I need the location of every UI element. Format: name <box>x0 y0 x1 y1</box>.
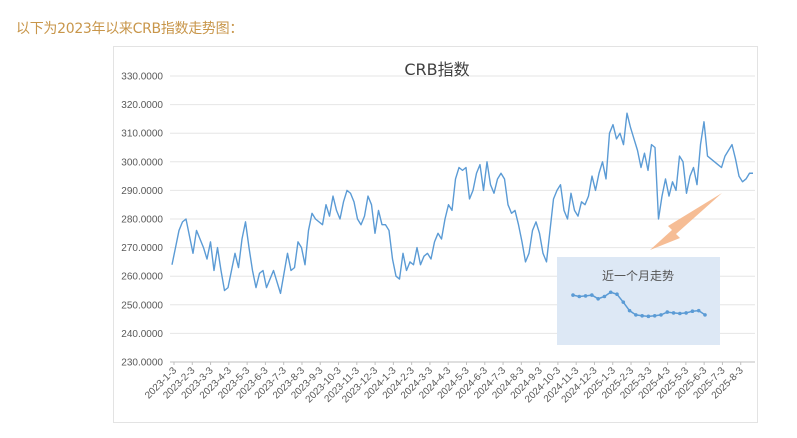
inset-data-point <box>602 294 607 299</box>
y-tick-label: 260.0000 <box>121 272 163 283</box>
inset-data-point <box>665 310 670 314</box>
y-tick-label: 300.0000 <box>121 157 163 168</box>
y-tick-label: 330.0000 <box>121 72 163 83</box>
inset-data-point <box>583 294 588 298</box>
inset-data-point <box>684 311 688 315</box>
inset-data-point <box>696 308 701 313</box>
y-tick-label: 240.0000 <box>121 329 163 340</box>
inset-data-point <box>634 313 638 317</box>
y-axis-ticks: 230.0000 240.0000 250.0000 260.0000 270.0000… <box>121 72 163 369</box>
inset-data-point <box>627 308 632 313</box>
inset-data-point <box>590 293 594 297</box>
chart-frame <box>113 46 758 423</box>
inset-title: 近一个月走势 <box>602 269 674 283</box>
y-tick-label: 230.0000 <box>121 358 163 369</box>
inset-data-point <box>640 313 644 318</box>
inset-data-point <box>577 294 582 299</box>
crb-series-line <box>171 112 753 295</box>
inset-data-point <box>621 300 626 304</box>
pointer-arrow <box>650 193 722 250</box>
x-axis-ticks: 2023-1-32023-2-32023-3-32023-4-32023-5-3… <box>143 362 746 405</box>
intro-text: 以下为2023年以来CRB指数走势图： <box>16 21 244 37</box>
y-tick-label: 290.0000 <box>121 186 163 197</box>
inset-data-point <box>671 311 676 315</box>
y-tick-label: 320.0000 <box>121 100 163 111</box>
y-tick-label: 310.0000 <box>121 129 163 140</box>
inset-panel: 近一个月走势 <box>557 193 722 345</box>
inset-data-point <box>646 314 651 319</box>
inset-data-point <box>678 311 682 316</box>
y-tick-label: 280.0000 <box>121 215 163 226</box>
inset-data-point <box>659 313 663 317</box>
series-group <box>171 112 753 295</box>
y-tick-label: 250.0000 <box>121 300 163 311</box>
chart-title: CRB指数 <box>404 60 469 79</box>
inset-data-point <box>608 290 613 295</box>
inset-data-point <box>571 293 575 297</box>
inset-data-point <box>690 309 695 314</box>
inset-data-point <box>615 292 619 297</box>
inset-data-point <box>703 313 707 317</box>
inset-data-point <box>652 313 657 318</box>
inset-background <box>557 257 720 345</box>
inset-series-line <box>572 291 706 318</box>
y-tick-label: 270.0000 <box>121 243 163 254</box>
inset-data-point <box>596 296 600 301</box>
